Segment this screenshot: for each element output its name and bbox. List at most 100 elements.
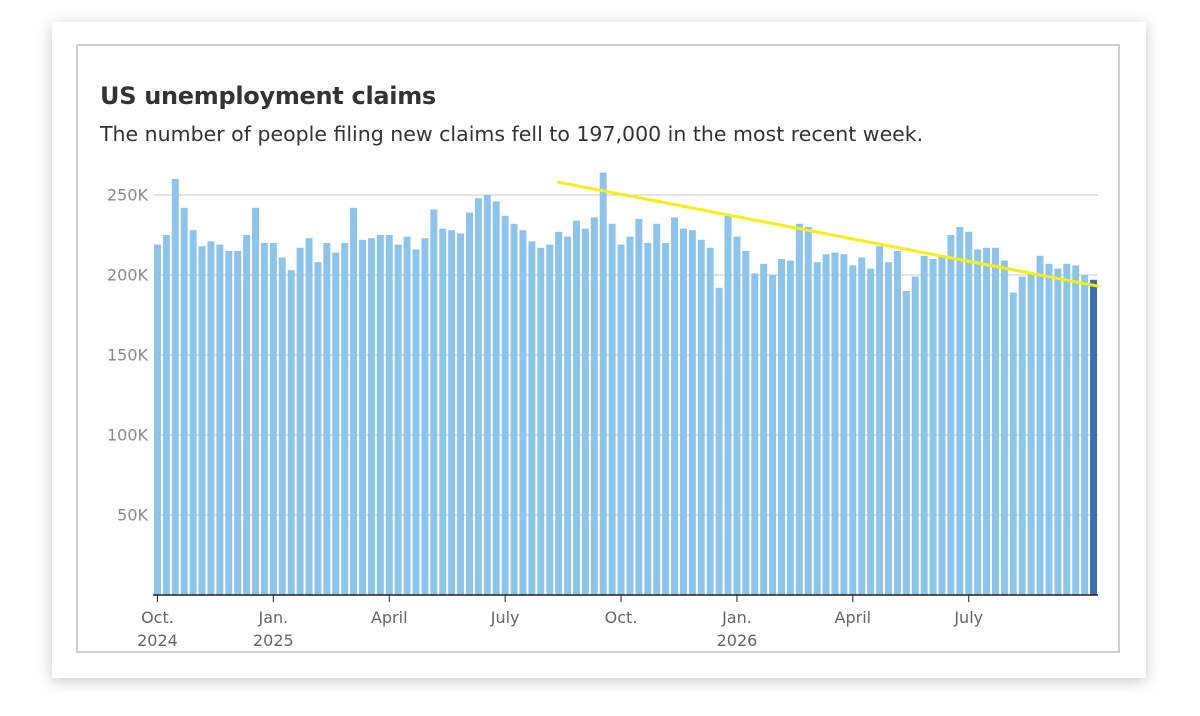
bar: [795, 223, 803, 596]
bar: [546, 244, 554, 595]
bar: [501, 215, 509, 596]
bar: [983, 247, 991, 596]
x-tick-label: July: [953, 608, 983, 627]
bar: [412, 249, 420, 595]
bar: [804, 227, 812, 595]
bar: [885, 262, 892, 595]
x-tick-label: Oct.: [141, 608, 174, 627]
bar: [902, 291, 910, 595]
x-tick-year-label: 2026: [717, 631, 758, 650]
bar: [564, 236, 572, 595]
bar: [769, 275, 777, 595]
bar: [965, 231, 973, 596]
bar: [305, 238, 313, 595]
bar: [314, 262, 322, 595]
bar: [430, 209, 438, 595]
bar: [947, 235, 955, 595]
bar: [724, 215, 732, 596]
x-tick-label: Jan.: [721, 608, 752, 627]
bar: [644, 243, 652, 595]
bar: [216, 244, 224, 595]
y-tick-label: 200K: [107, 266, 149, 285]
bar: [207, 241, 215, 595]
trendline: [557, 180, 1100, 288]
bar: [760, 263, 768, 595]
bar: [252, 207, 260, 596]
bar: [510, 223, 518, 596]
bar: [974, 249, 982, 595]
bar: [1063, 263, 1071, 595]
bar: [1036, 255, 1044, 596]
bar: [688, 230, 696, 595]
bar: [474, 198, 482, 595]
chart-title: US unemployment claims: [100, 82, 436, 110]
y-tick-label: 250K: [107, 186, 149, 205]
bar: [679, 228, 687, 595]
bar: [171, 179, 179, 595]
bar: [929, 259, 937, 595]
bar-chart: 50K 100K 150K 200K 250K Oct. 2024 Jan. 2025 April…: [107, 172, 1100, 650]
bar: [867, 268, 875, 595]
x-tick-label: April: [371, 608, 408, 627]
x-tick-label: April: [835, 608, 872, 627]
bar: [617, 244, 625, 595]
bar: [608, 223, 616, 596]
bar: [483, 195, 491, 595]
bar: [742, 251, 750, 595]
bar-latest: [1090, 279, 1098, 595]
bar: [653, 223, 661, 596]
bar: [341, 243, 349, 595]
bar: [466, 212, 473, 595]
x-tick-year-label: 2024: [137, 631, 178, 650]
bar: [153, 244, 161, 595]
bar: [439, 228, 447, 595]
y-tick-label: 100K: [107, 426, 149, 445]
bar: [448, 230, 456, 595]
bar: [706, 247, 714, 596]
bar: [385, 235, 393, 595]
bar: [225, 251, 233, 595]
bar: [671, 217, 679, 595]
bar: [198, 246, 206, 595]
bar: [367, 238, 375, 595]
bar: [662, 243, 670, 595]
bar: [1054, 268, 1062, 595]
bar: [831, 252, 839, 595]
bar: [911, 276, 919, 595]
bar: [260, 243, 268, 595]
bar: [733, 236, 741, 595]
bar: [350, 207, 358, 596]
x-tick-label: Oct.: [605, 608, 638, 627]
bar: [840, 254, 848, 595]
bar: [599, 172, 607, 595]
bar: [715, 287, 723, 595]
bar: [822, 254, 830, 595]
bar: [555, 231, 563, 596]
chart-frame: US unemployment claims The number of peo…: [76, 44, 1120, 653]
bar: [858, 257, 866, 595]
bar: [697, 239, 705, 596]
bar: [1018, 276, 1026, 595]
bar: [920, 255, 928, 596]
bar: [876, 246, 884, 595]
x-tick-label: Jan.: [257, 608, 288, 627]
bar: [269, 243, 277, 595]
x-tick-label: July: [490, 608, 520, 627]
bar: [813, 262, 821, 595]
bar: [893, 251, 901, 595]
bar: [359, 239, 366, 596]
bar: [991, 247, 999, 596]
bar: [492, 201, 500, 595]
bar: [1072, 265, 1080, 595]
bar: [332, 252, 340, 595]
bar: [1009, 292, 1017, 595]
bar: [457, 233, 465, 595]
bar: [635, 219, 643, 595]
bar: [1081, 275, 1089, 595]
bar: [1027, 273, 1035, 595]
y-tick-label: 150K: [107, 346, 149, 365]
bar: [1045, 263, 1053, 595]
bar: [590, 217, 598, 595]
bar: [956, 227, 964, 595]
y-tick-label: 50K: [117, 506, 148, 525]
